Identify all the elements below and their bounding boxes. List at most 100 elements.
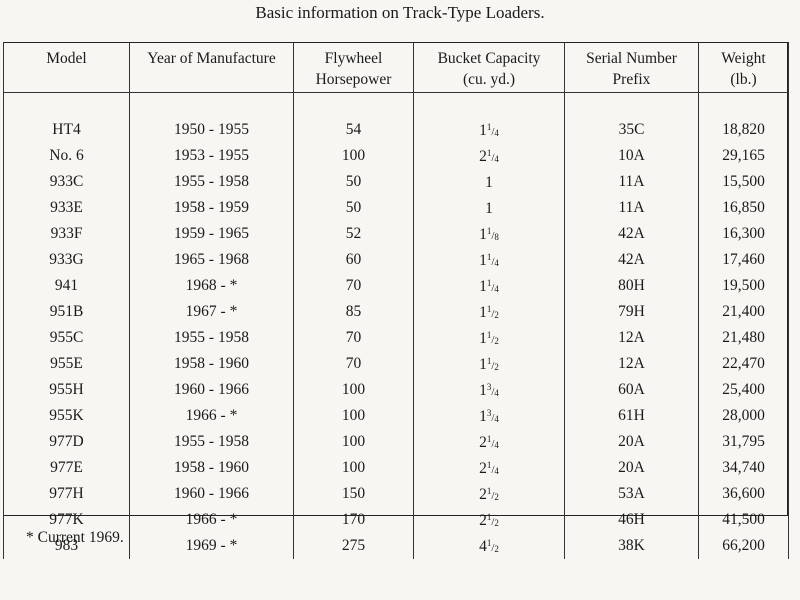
cell-year: 1955 - 1958 (129, 168, 294, 195)
cell-weight: 25,400 (698, 376, 789, 403)
cell-weight: 16,300 (698, 220, 789, 247)
cell-year: 1958 - 1960 (129, 454, 294, 481)
page-title: Basic information on Track-Type Loaders. (255, 3, 545, 22)
cell-bucket-capacity: 11/2 (413, 298, 565, 325)
cell-bucket-capacity: 21/4 (413, 142, 565, 169)
table-row: 983 1969 - * 275 41/2 38K 66,200 (3, 532, 789, 559)
cell-weight: 21,480 (698, 324, 789, 351)
header-weight: Weight (lb.) (698, 42, 789, 93)
cell-weight: 29,165 (698, 142, 789, 169)
cell-horsepower: 70 (293, 324, 414, 351)
cell-serial-prefix: 35C (564, 116, 699, 143)
table-row: 955H 1960 - 1966 100 13/4 60A 25,400 (3, 376, 789, 403)
cell-horsepower: 54 (293, 116, 414, 143)
spacer-row (3, 92, 789, 117)
cell-year: 1968 - * (129, 272, 294, 299)
loader-table: Model Year of Manufacture Flywheel Horsep… (3, 42, 789, 559)
cell-weight: 28,000 (698, 402, 789, 429)
cell-year: 1955 - 1958 (129, 428, 294, 455)
cell-serial-prefix: 42A (564, 220, 699, 247)
table-row: 941 1968 - * 70 11/4 80H 19,500 (3, 272, 789, 299)
cell-horsepower: 150 (293, 480, 414, 507)
cell-bucket-capacity: 1 (413, 194, 565, 221)
cell-bucket-capacity: 13/4 (413, 376, 565, 403)
header-model: Model (3, 42, 130, 93)
cell-year: 1959 - 1965 (129, 220, 294, 247)
cell-horsepower: 100 (293, 402, 414, 429)
cell-bucket-capacity: 21/2 (413, 480, 565, 507)
cell-bucket-capacity: 13/4 (413, 402, 565, 429)
cell-weight: 19,500 (698, 272, 789, 299)
footnote: * Current 1969. (26, 529, 124, 546)
cell-model: 977E (3, 454, 130, 481)
cell-weight: 34,740 (698, 454, 789, 481)
cell-horsepower: 170 (293, 506, 414, 533)
cell-bucket-capacity: 11/2 (413, 324, 565, 351)
cell-serial-prefix: 61H (564, 402, 699, 429)
header-bucket-capacity: Bucket Capacity (cu. yd.) (413, 42, 565, 93)
cell-bucket-capacity: 21/2 (413, 506, 565, 533)
cell-bucket-capacity: 11/2 (413, 350, 565, 377)
cell-serial-prefix: 60A (564, 376, 699, 403)
cell-weight: 16,850 (698, 194, 789, 221)
cell-serial-prefix: 53A (564, 480, 699, 507)
cell-horsepower: 100 (293, 142, 414, 169)
cell-weight: 15,500 (698, 168, 789, 195)
cell-model: 955C (3, 324, 130, 351)
table-body: HT4 1950 - 1955 54 11/4 35C 18,820 No. 6 1953 -… (3, 116, 789, 559)
cell-year: 1966 - * (129, 506, 294, 533)
cell-year: 1969 - * (129, 532, 294, 559)
cell-horsepower: 100 (293, 376, 414, 403)
table-row: No. 6 1953 - 1955 100 21/4 10A 29,165 (3, 142, 789, 169)
cell-serial-prefix: 12A (564, 324, 699, 351)
cell-serial-prefix: 11A (564, 168, 699, 195)
table-row: 933E 1958 - 1959 50 1 11A 16,850 (3, 194, 789, 221)
cell-model: 955K (3, 402, 130, 429)
table-row: 933C 1955 - 1958 50 1 11A 15,500 (3, 168, 789, 195)
cell-weight: 31,795 (698, 428, 789, 455)
cell-weight: 36,600 (698, 480, 789, 507)
cell-serial-prefix: 46H (564, 506, 699, 533)
cell-serial-prefix: 20A (564, 454, 699, 481)
cell-model: 977D (3, 428, 130, 455)
cell-horsepower: 52 (293, 220, 414, 247)
table-row: 977H 1960 - 1966 150 21/2 53A 36,600 (3, 480, 789, 507)
cell-bucket-capacity: 21/4 (413, 428, 565, 455)
cell-weight: 41,500 (698, 506, 789, 533)
cell-horsepower: 275 (293, 532, 414, 559)
cell-serial-prefix: 80H (564, 272, 699, 299)
cell-serial-prefix: 42A (564, 246, 699, 273)
table-row: 977K 1966 - * 170 21/2 46H 41,500 (3, 506, 789, 533)
table-row: 933F 1959 - 1965 52 11/8 42A 16,300 (3, 220, 789, 247)
cell-bucket-capacity: 11/4 (413, 272, 565, 299)
table-row: 955C 1955 - 1958 70 11/2 12A 21,480 (3, 324, 789, 351)
cell-bucket-capacity: 11/4 (413, 246, 565, 273)
cell-bucket-capacity: 41/2 (413, 532, 565, 559)
table-row: 955K 1966 - * 100 13/4 61H 28,000 (3, 402, 789, 429)
cell-horsepower: 100 (293, 454, 414, 481)
cell-bucket-capacity: 21/4 (413, 454, 565, 481)
cell-serial-prefix: 10A (564, 142, 699, 169)
cell-model: 933C (3, 168, 130, 195)
cell-model: 933E (3, 194, 130, 221)
cell-model: HT4 (3, 116, 130, 143)
cell-bucket-capacity: 11/4 (413, 116, 565, 143)
cell-model: 951B (3, 298, 130, 325)
cell-weight: 17,460 (698, 246, 789, 273)
cell-year: 1967 - * (129, 298, 294, 325)
cell-weight: 66,200 (698, 532, 789, 559)
cell-model: 933G (3, 246, 130, 273)
table-row: 933G 1965 - 1968 60 11/4 42A 17,460 (3, 246, 789, 273)
header-row: Model Year of Manufacture Flywheel Horsep… (3, 42, 789, 93)
table-row: HT4 1950 - 1955 54 11/4 35C 18,820 (3, 116, 789, 143)
cell-weight: 21,400 (698, 298, 789, 325)
cell-model: 933F (3, 220, 130, 247)
cell-horsepower: 70 (293, 350, 414, 377)
cell-serial-prefix: 79H (564, 298, 699, 325)
cell-model: 941 (3, 272, 130, 299)
cell-serial-prefix: 38K (564, 532, 699, 559)
cell-year: 1958 - 1959 (129, 194, 294, 221)
cell-horsepower: 60 (293, 246, 414, 273)
header-year: Year of Manufacture (129, 42, 294, 93)
cell-weight: 18,820 (698, 116, 789, 143)
